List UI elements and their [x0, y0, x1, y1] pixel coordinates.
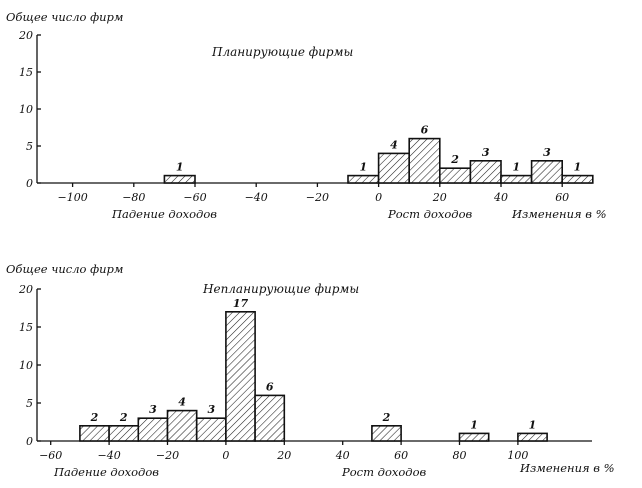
bar-value-label: 2: [90, 411, 99, 424]
chart-title: Планирующие фирмы: [211, 45, 353, 59]
bar-value-label: 3: [149, 403, 157, 416]
bar-value-label: 3: [543, 146, 551, 159]
bar-value-label: 1: [529, 418, 537, 431]
bar: [79, 424, 110, 442]
planning-firms-chart: Общее число фирм Планирующие фирмы Паден…: [6, 10, 607, 221]
bar-value-label: 2: [119, 411, 128, 424]
x-tick-label: −20: [156, 449, 179, 462]
y-tick-label: 20: [18, 283, 33, 296]
y-tick-label: 0: [26, 177, 33, 190]
bar: [347, 174, 380, 184]
bar-value-label: 3: [482, 146, 490, 159]
y-tick-label: 10: [19, 103, 33, 116]
x-tick-label: −60: [39, 449, 62, 462]
bar: [458, 432, 490, 442]
bar: [438, 167, 472, 184]
bar: [254, 394, 286, 442]
bar: [108, 424, 140, 442]
bar-value-label: 4: [390, 138, 398, 151]
bar-value-label: 6: [421, 124, 429, 137]
x-tick-label: 100: [507, 449, 528, 462]
bar: [408, 137, 441, 184]
x-tick-label: 40: [335, 449, 350, 462]
bar-value-label: 1: [470, 418, 478, 431]
x-tick-label: 20: [432, 191, 447, 204]
x-tick-label: −80: [122, 191, 145, 204]
rising-income-label: Рост доходов: [341, 465, 426, 479]
bar: [195, 417, 227, 442]
bar-value-label: 2: [450, 153, 459, 166]
y-tick-label: 10: [19, 359, 33, 372]
x-tick-label: 40: [493, 191, 508, 204]
bar-value-label: 6: [266, 380, 274, 393]
bar: [469, 160, 502, 184]
bar: [137, 417, 169, 442]
x-tick-label: 0: [375, 191, 382, 204]
y-tick-label: 0: [26, 435, 33, 448]
bar-value-label: 4: [178, 396, 186, 409]
y-tick-label: 15: [19, 66, 33, 79]
y-axis-title: Общее число фирм: [6, 262, 123, 276]
x-tick-label: −60: [183, 191, 206, 204]
bar: [517, 432, 548, 442]
bar: [500, 174, 533, 184]
non-planning-firms-chart: Общее число фирм Непланирующие фирмы Пад…: [6, 262, 615, 479]
x-tick-label: −100: [57, 191, 87, 204]
rising-income-label: Рост доходов: [387, 207, 472, 221]
y-tick-label: 5: [26, 397, 33, 410]
bar-value-label: 1: [359, 161, 367, 174]
bar-value-label: 1: [176, 161, 184, 174]
bar-value-label: 1: [574, 161, 582, 174]
bar: [530, 160, 563, 184]
falling-income-label: Падение доходов: [53, 465, 159, 479]
bar: [225, 310, 256, 442]
chart-title: Непланирующие фирмы: [202, 282, 359, 296]
y-tick-label: 5: [26, 140, 33, 153]
bar: [163, 174, 196, 184]
bar-value-label: 17: [233, 297, 249, 310]
x-tick-label: 20: [276, 449, 291, 462]
bar-value-label: 3: [207, 403, 215, 416]
bar: [371, 424, 402, 442]
x-tick-label: −20: [306, 191, 329, 204]
bar: [166, 409, 198, 442]
bar-value-label: 2: [382, 411, 391, 424]
bar-value-label: 1: [512, 161, 520, 174]
x-tick-label: 80: [453, 449, 467, 462]
x-tick-label: 60: [394, 449, 408, 462]
y-axis-title: Общее число фирм: [6, 10, 123, 24]
falling-income-label: Падение доходов: [111, 207, 217, 221]
y-tick-label: 20: [18, 29, 33, 42]
x-tick-label: −40: [97, 449, 120, 462]
bar: [377, 152, 411, 184]
x-axis-title: Изменения в %: [519, 461, 615, 475]
x-tick-label: −40: [245, 191, 268, 204]
x-tick-label: 0: [222, 449, 229, 462]
y-tick-label: 15: [19, 321, 33, 334]
x-axis-title: Изменения в %: [511, 207, 607, 221]
x-tick-label: 60: [555, 191, 569, 204]
bar: [561, 174, 594, 184]
